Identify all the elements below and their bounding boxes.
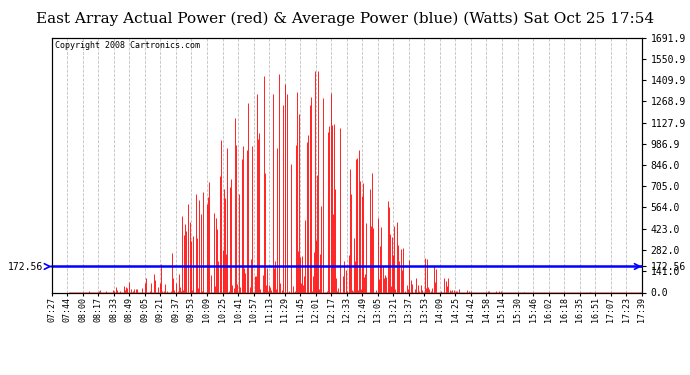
Text: East Array Actual Power (red) & Average Power (blue) (Watts) Sat Oct 25 17:54: East Array Actual Power (red) & Average … <box>36 11 654 26</box>
Text: Copyright 2008 Cartronics.com: Copyright 2008 Cartronics.com <box>55 41 199 50</box>
